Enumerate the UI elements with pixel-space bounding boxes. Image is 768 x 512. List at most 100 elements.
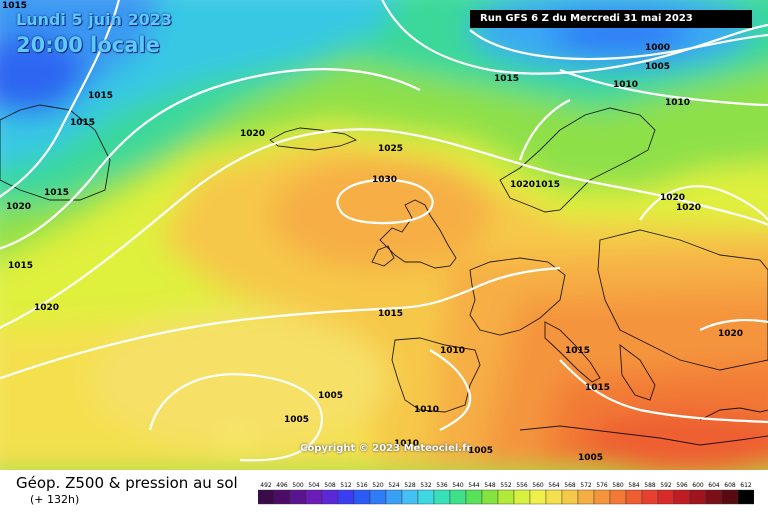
scale-swatch <box>529 489 547 505</box>
scale-tick-label: 612 <box>740 482 752 489</box>
scale-swatch <box>705 489 723 505</box>
scale-tick-label: 540 <box>452 482 464 489</box>
isobar-label: 1030 <box>372 175 397 185</box>
scale-swatch <box>737 489 754 505</box>
scale-tick-label: 524 <box>388 482 400 489</box>
scale-swatch <box>433 489 451 505</box>
isobar-label: 1010 <box>613 80 638 90</box>
isobar-label: 1010 <box>440 346 465 356</box>
scale-swatch <box>337 489 355 505</box>
copyright: Copyright © 2023 Meteociel.fr <box>300 443 472 454</box>
isobar-label: 1005 <box>578 453 603 463</box>
isobar-label: 1015 <box>2 1 27 11</box>
scale-tick-label: 592 <box>660 482 672 489</box>
scale-tick-label: 572 <box>580 482 592 489</box>
isobar-label: 1015 <box>70 118 95 128</box>
scale-tick-label: 584 <box>628 482 640 489</box>
scale-tick-label: 576 <box>596 482 608 489</box>
isobar-label: 1000 <box>645 43 670 53</box>
isobar-label: 1015 <box>88 91 113 101</box>
forecast-hour: (+ 132h) <box>30 493 80 506</box>
scale-swatch <box>449 489 467 505</box>
scale-tick-label: 500 <box>292 482 304 489</box>
isobar-label: 1010 <box>414 405 439 415</box>
scale-tick-label: 596 <box>676 482 688 489</box>
scale-swatch <box>673 489 691 505</box>
geopotential-field <box>0 0 768 470</box>
isobar-label: 1005 <box>468 446 493 456</box>
forecast-date: Lundi 5 juin 2023 <box>16 10 173 29</box>
scale-tick-label: 552 <box>500 482 512 489</box>
map-title: Géop. Z500 & pression au sol <box>16 474 238 492</box>
scale-swatch <box>641 489 659 505</box>
scale-swatch <box>497 489 515 505</box>
scale-tick-label: 520 <box>372 482 384 489</box>
isobar-label: 1015 <box>44 188 69 198</box>
scale-tick-label: 604 <box>708 482 720 489</box>
scale-tick-label: 600 <box>692 482 704 489</box>
scale-swatch <box>481 489 499 505</box>
isobar-label: 1010 <box>394 439 419 449</box>
scale-swatch <box>369 489 387 505</box>
scale-tick-label: 512 <box>340 482 352 489</box>
isobar-labels: 1015 1015 1015 1020 1015 1020 1015 1020 … <box>2 1 743 463</box>
scale-swatch <box>689 489 707 505</box>
scale-swatch <box>417 489 435 505</box>
scale-swatch <box>545 489 563 505</box>
scale-tick-label: 544 <box>468 482 480 489</box>
isobar-label: 1005 <box>645 62 670 72</box>
scale-tick-label: 580 <box>612 482 624 489</box>
scale-swatch <box>721 489 739 505</box>
isobar-label: 1005 <box>318 391 343 401</box>
isobar-label: 1015 <box>565 346 590 356</box>
scale-tick-label: 556 <box>516 482 528 489</box>
scale-swatch <box>401 489 419 505</box>
isobar-label: 1025 <box>378 144 403 154</box>
scale-swatch <box>273 489 291 505</box>
scale-tick-label: 516 <box>356 482 368 489</box>
isobar-label: 1015 <box>494 74 519 84</box>
coastlines <box>0 104 768 446</box>
color-scale: 492 496 500 504 508 512 516 520 524 528 532 536 540 5… <box>258 482 754 505</box>
isobar-label: 1020 <box>34 303 59 313</box>
isobar-label: 1015 <box>535 180 560 190</box>
scale-swatch <box>305 489 323 505</box>
scale-swatch <box>321 489 339 505</box>
scale-swatch <box>657 489 675 505</box>
scale-swatch <box>609 489 627 505</box>
scale-swatch <box>258 489 275 505</box>
isobar-label: 1020 <box>510 180 535 190</box>
isobar-label: 1015 <box>8 261 33 271</box>
scale-tick-label: 564 <box>548 482 560 489</box>
scale-swatch <box>561 489 579 505</box>
scale-swatch <box>385 489 403 505</box>
scale-tick-label: 532 <box>420 482 432 489</box>
scale-tick-label: 492 <box>260 482 272 489</box>
isobar-label: 1020 <box>676 203 701 213</box>
isobar-label: 1020 <box>240 129 265 139</box>
isobar-label: 1005 <box>284 415 309 425</box>
scale-tick-label: 536 <box>436 482 448 489</box>
isobar-label: 1015 <box>585 383 610 393</box>
forecast-time: 20:00 locale <box>16 33 160 57</box>
isobar-label: 1015 <box>378 309 403 319</box>
scale-tick-label: 568 <box>564 482 576 489</box>
scale-tick-label: 560 <box>532 482 544 489</box>
scale-tick-label: 588 <box>644 482 656 489</box>
scale-swatch <box>353 489 371 505</box>
scale-swatch <box>513 489 531 505</box>
scale-tick-label: 608 <box>724 482 736 489</box>
scale-swatch <box>289 489 307 505</box>
scale-tick-label: 528 <box>404 482 416 489</box>
isobar-label: 1020 <box>718 329 743 339</box>
scale-tick-label: 504 <box>308 482 320 489</box>
scale-tick-label: 496 <box>276 482 288 489</box>
scale-swatch <box>593 489 611 505</box>
isobar-label: 1010 <box>665 98 690 108</box>
scale-swatch <box>465 489 483 505</box>
scale-tick-label: 548 <box>484 482 496 489</box>
scale-swatch <box>577 489 595 505</box>
pressure-map: 1015 1015 1015 1020 1015 1020 1015 1020 … <box>0 0 768 470</box>
isobar-label: 1020 <box>6 202 31 212</box>
scale-swatch <box>625 489 643 505</box>
